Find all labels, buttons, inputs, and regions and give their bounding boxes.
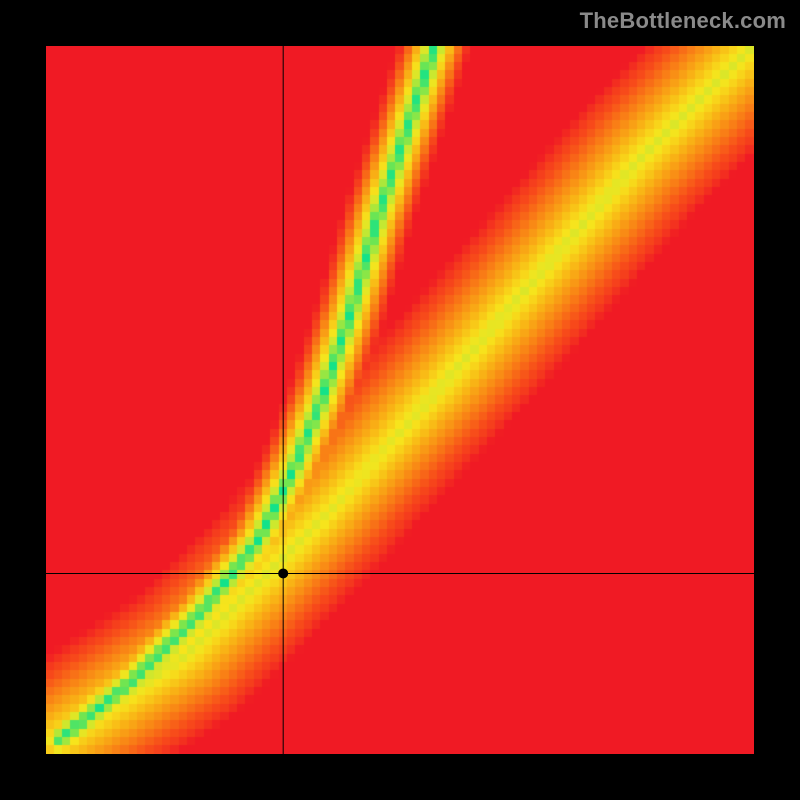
heatmap-canvas bbox=[46, 46, 754, 754]
heatmap-plot bbox=[46, 46, 754, 754]
watermark-text: TheBottleneck.com bbox=[580, 8, 786, 34]
